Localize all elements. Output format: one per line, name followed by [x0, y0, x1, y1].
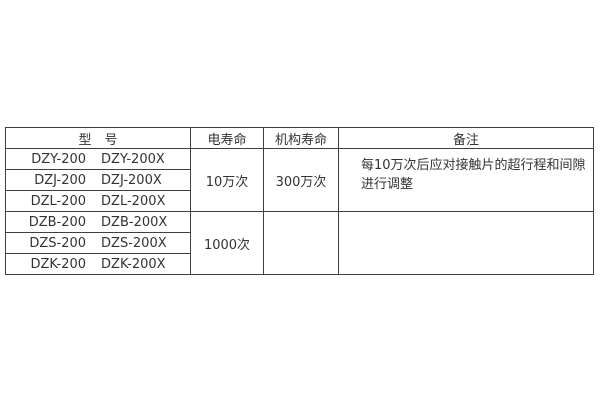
model-name: DZJ-200X	[101, 172, 162, 188]
model-cell: DZB-200 DZB-200X	[5, 211, 191, 233]
model-name: DZL-200	[30, 193, 87, 209]
model-name: DZJ-200	[34, 172, 87, 188]
model-name: DZK-200	[30, 256, 87, 272]
model-name: DZL-200X	[101, 193, 166, 209]
table-row: DZB-200 DZB-200X 1000次	[5, 211, 594, 275]
remarks-line: 进行调整	[361, 177, 414, 192]
header-mechanism-life: 机构寿命	[263, 127, 339, 149]
model-name: DZB-200X	[101, 214, 168, 230]
table-row: DZY-200 DZY-200X 10万次 300万次 每10万次后应对接触片的…	[5, 148, 594, 212]
relay-life-spec-table: 型 号 电寿命 机构寿命 备注 DZY-200 DZY-200X 10万次 30…	[5, 127, 594, 275]
table-row: DZL-200 DZL-200X	[5, 190, 594, 212]
remarks-cell: 每10万次后应对接触片的超行程和间隙 进行调整	[338, 148, 594, 212]
header-electrical-life: 电寿命	[190, 127, 264, 149]
electrical-life-cell: 10万次	[190, 148, 264, 212]
model-name: DZS-200X	[101, 235, 167, 251]
model-cell: DZY-200 DZY-200X	[5, 148, 191, 170]
table-row: DZJ-200 DZJ-200X	[5, 169, 594, 191]
remarks-line: 每10万次后应对接触片的超行程和间隙	[361, 158, 586, 173]
header-row: 型 号 电寿命 机构寿命 备注	[5, 127, 594, 149]
model-name: DZY-200	[31, 151, 87, 167]
model-cell: DZJ-200 DZJ-200X	[5, 169, 191, 191]
header-remarks: 备注	[338, 127, 594, 149]
model-cell: DZS-200 DZS-200X	[5, 232, 191, 254]
table-row: DZS-200 DZS-200X	[5, 232, 594, 254]
model-name: DZY-200X	[101, 151, 165, 167]
model-name: DZS-200	[29, 235, 87, 251]
remarks-cell	[338, 211, 594, 275]
header-model: 型 号	[5, 127, 191, 149]
mechanism-life-cell	[263, 211, 339, 275]
model-name: DZB-200	[28, 214, 87, 230]
spec-table-container: 型 号 电寿命 机构寿命 备注 DZY-200 DZY-200X 10万次 30…	[5, 127, 594, 275]
model-cell: DZK-200 DZK-200X	[5, 253, 191, 275]
model-cell: DZL-200 DZL-200X	[5, 190, 191, 212]
mechanism-life-cell: 300万次	[263, 148, 339, 212]
electrical-life-cell: 1000次	[190, 211, 264, 275]
table-row: DZK-200 DZK-200X	[5, 253, 594, 275]
model-name: DZK-200X	[101, 256, 166, 272]
